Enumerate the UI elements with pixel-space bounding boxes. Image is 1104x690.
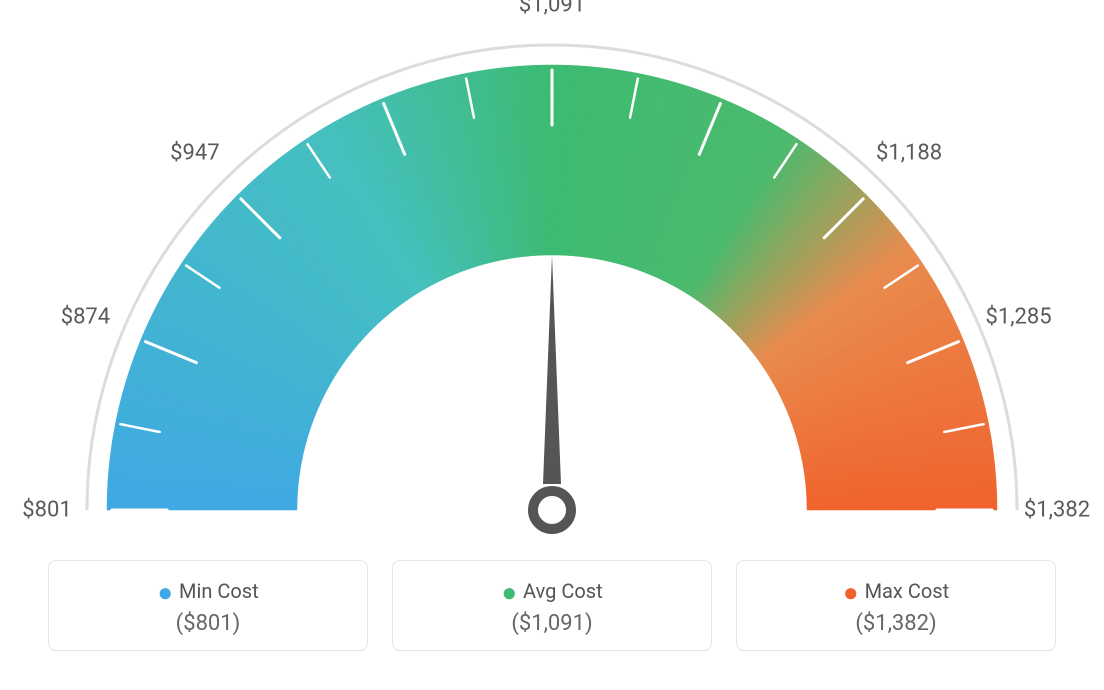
gauge-chart: $801 $874 $947 $1,091 $1,188 $1,285 $1,382 (0, 0, 1104, 560)
gauge-tick-label: $1,382 (1024, 498, 1090, 523)
legend-card-avg: ●Avg Cost ($1,091) (392, 560, 712, 651)
legend-label-text: Max Cost (865, 579, 950, 603)
legend-dot-icon: ● (157, 578, 173, 608)
legend-value-min: ($801) (61, 611, 355, 636)
gauge-tick-label: $1,188 (876, 140, 942, 165)
legend-dot-icon: ● (843, 578, 859, 608)
legend-row: ●Min Cost ($801) ●Avg Cost ($1,091) ●Max… (0, 560, 1104, 651)
gauge-tick-label: $947 (170, 140, 219, 165)
gauge-tick-label: $1,285 (985, 304, 1051, 329)
gauge-tick-label: $874 (61, 304, 110, 329)
legend-value-avg: ($1,091) (405, 611, 699, 636)
gauge-tick-label: $801 (22, 498, 71, 523)
legend-dot-icon: ● (501, 578, 517, 608)
legend-label-text: Avg Cost (523, 579, 603, 603)
gauge-tick-label: $1,091 (519, 0, 585, 18)
legend-label-avg: ●Avg Cost (405, 579, 699, 603)
gauge-svg (0, 0, 1104, 560)
legend-card-max: ●Max Cost ($1,382) (736, 560, 1056, 651)
legend-label-text: Min Cost (179, 579, 259, 603)
legend-card-min: ●Min Cost ($801) (48, 560, 368, 651)
legend-value-max: ($1,382) (749, 611, 1043, 636)
legend-label-min: ●Min Cost (61, 579, 355, 603)
legend-label-max: ●Max Cost (749, 579, 1043, 603)
